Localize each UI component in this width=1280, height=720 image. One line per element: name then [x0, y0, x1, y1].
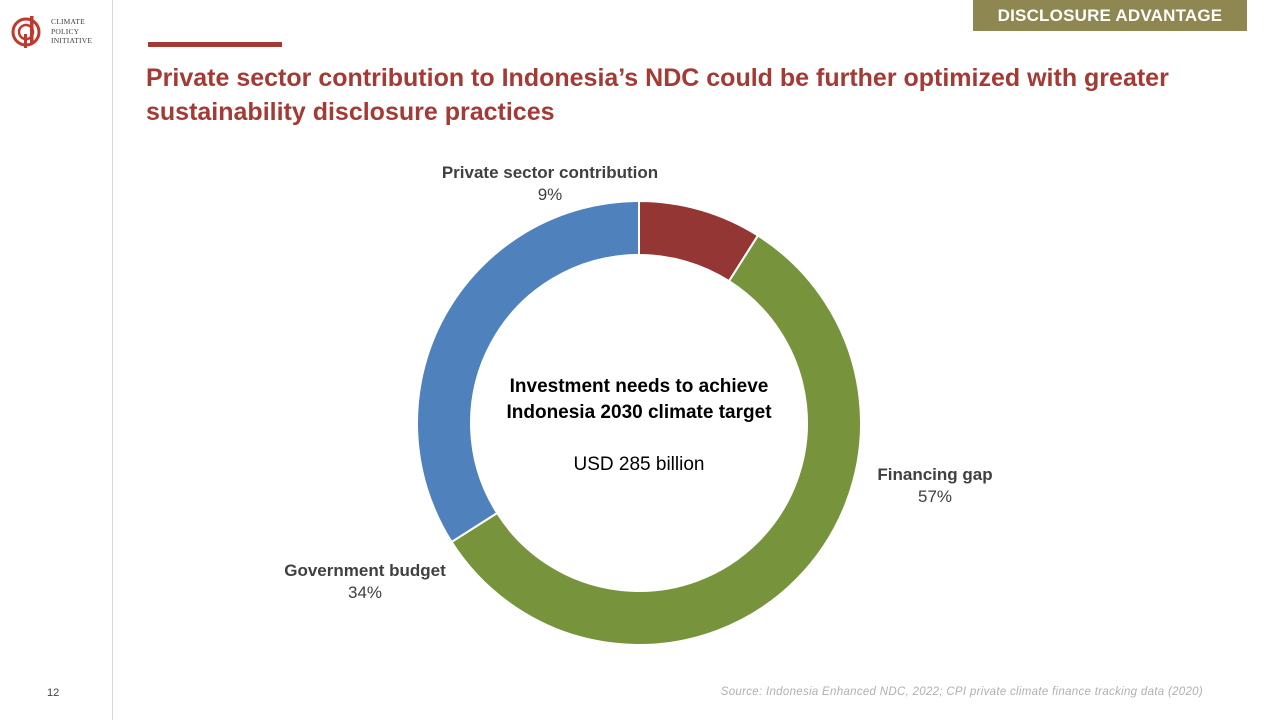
chart-center-title-line-1: Investment needs to achieve — [509, 376, 769, 397]
left-divider — [112, 0, 113, 720]
page-number: 12 — [47, 687, 60, 699]
slice-label-financing-gap-name: Financing gap — [877, 465, 993, 484]
logo-line-2: POLICY — [51, 26, 80, 36]
cpi-logo: CLIMATE POLICY INITIATIVE — [10, 14, 110, 50]
slide-title: Private sector contribution to Indonesia… — [146, 64, 1169, 126]
slice-label-government-budget-value: 34% — [347, 583, 383, 602]
slice-label-financing-gap: Financing gap 57% — [840, 464, 1030, 508]
slice-label-government-budget-name: Government budget — [284, 561, 446, 580]
chart-center-title: Investment needs to achieve Indonesia 20… — [469, 374, 809, 426]
donut-slice-financing-gap — [450, 234, 862, 646]
slice-label-private-sector-name: Private sector contribution — [441, 163, 659, 182]
section-tag: DISCLOSURE ADVANTAGE — [973, 0, 1247, 31]
chart-center-title-line-2: Indonesia 2030 climate target — [506, 402, 772, 423]
cpi-logo-text: CLIMATE POLICY INITIATIVE — [51, 17, 92, 46]
source-note: Source: Indonesia Enhanced NDC, 2022; CP… — [720, 686, 1203, 698]
slice-label-private-sector: Private sector contribution 9% — [410, 162, 690, 206]
donut-slice-government-budget — [416, 199, 640, 544]
title-accent-bar — [148, 42, 282, 47]
logo-line-1: CLIMATE — [51, 17, 85, 26]
slice-label-private-sector-value: 9% — [537, 185, 563, 204]
chart-center-value: USD 285 billion — [573, 454, 705, 475]
slice-label-government-budget: Government budget 34% — [250, 560, 480, 604]
logo-line-3: INITIATIVE — [51, 36, 93, 45]
cpi-logo-icon — [11, 16, 41, 48]
slice-label-financing-gap-value: 57% — [917, 487, 953, 506]
